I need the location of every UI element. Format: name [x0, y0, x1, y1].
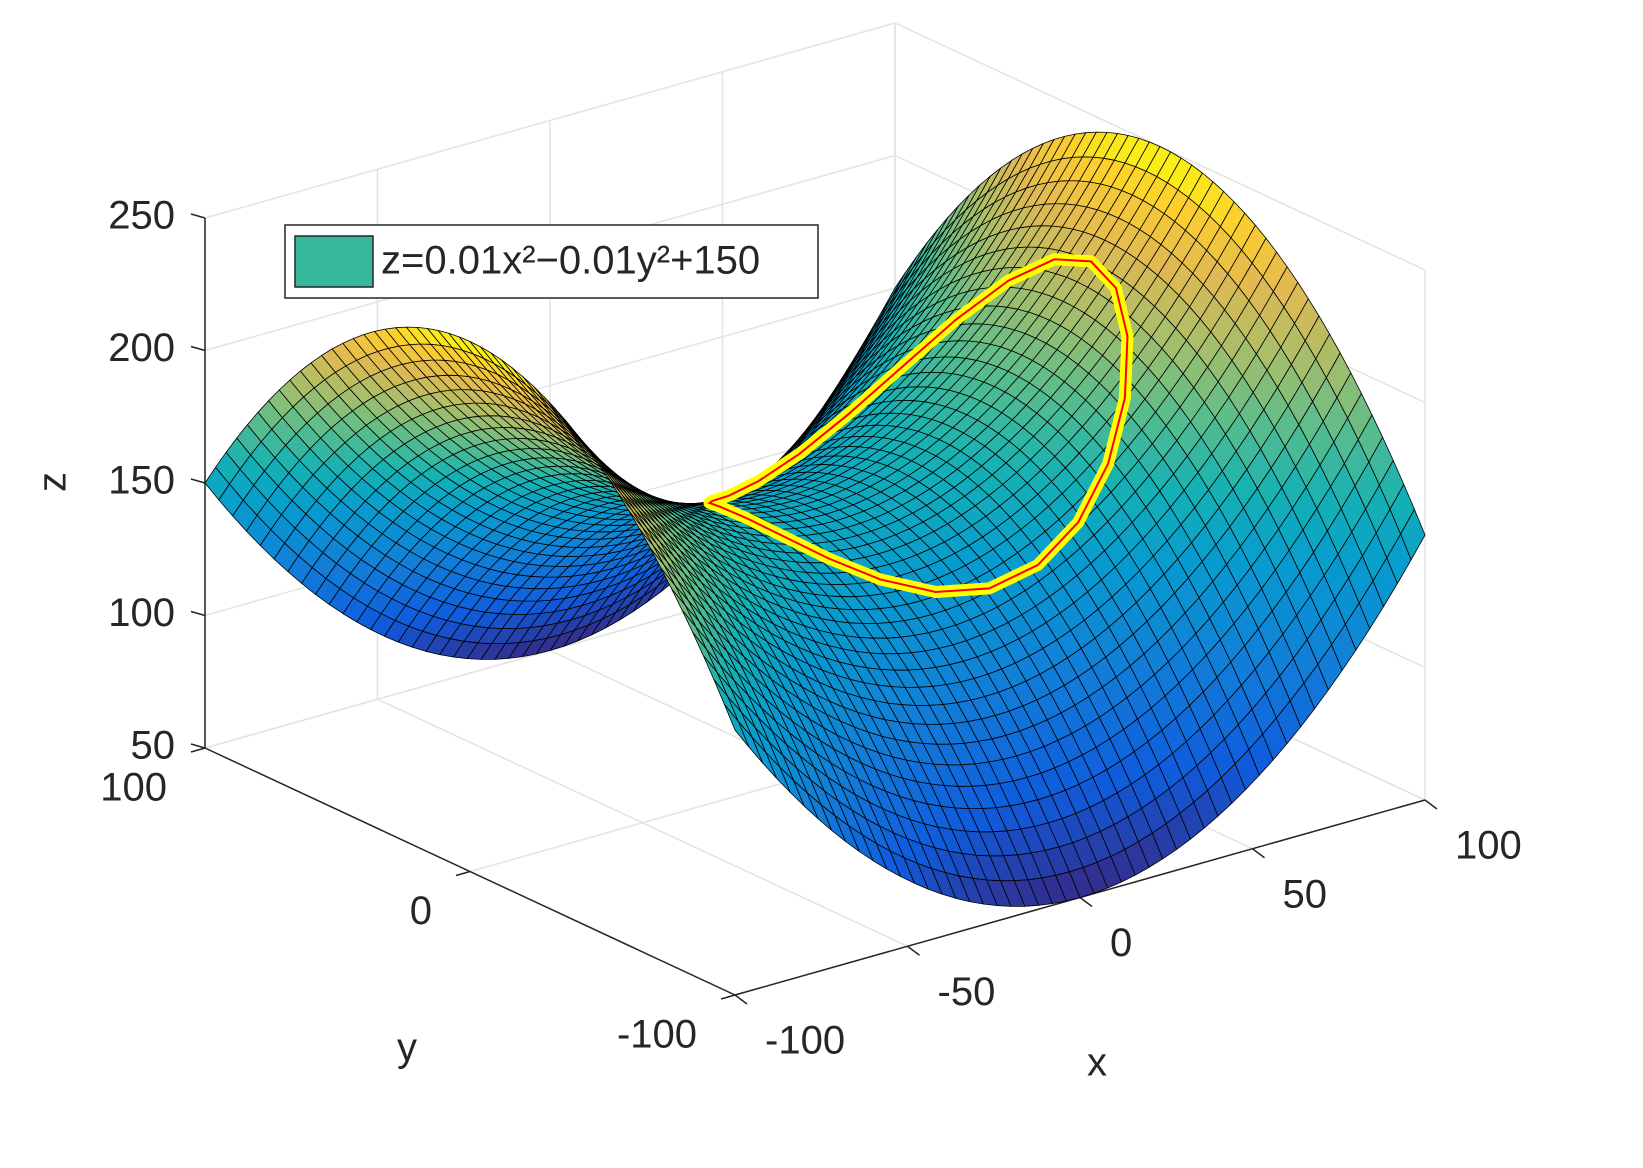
z-tick: [190, 345, 206, 352]
z-tick: [190, 610, 206, 617]
x-tick: [907, 945, 920, 956]
y-tick: [455, 870, 471, 877]
x-tick: [734, 994, 748, 1005]
z-tick: [190, 478, 206, 484]
z-axis-label: z: [31, 472, 75, 492]
legend-label: z=0.01x²−0.01y²+150: [381, 239, 760, 283]
x-axis-label: x: [1087, 1041, 1107, 1085]
z-tick-label: 200: [108, 326, 175, 370]
x-tick-label: 0: [1110, 921, 1132, 965]
y-tick: [190, 747, 206, 753]
z-tick: [190, 213, 206, 219]
x-tick-label: 100: [1455, 824, 1522, 868]
surface-patch: [1326, 352, 1352, 398]
y-tick: [720, 994, 736, 1000]
x-tick-label: -100: [765, 1019, 845, 1063]
grid-line: [204, 22, 896, 219]
curve-line: [707, 258, 1129, 594]
z-tick-label: 250: [108, 194, 175, 238]
legend-box: [284, 224, 819, 299]
x-tick: [1252, 848, 1265, 859]
z-tick: [190, 743, 206, 749]
x-tick-label: -50: [938, 970, 996, 1014]
x-tick-label: 50: [1283, 872, 1328, 916]
x-tick: [1424, 799, 1438, 810]
surface-patch: [649, 547, 675, 586]
z-tick-label: 50: [131, 724, 176, 768]
z-tick-label: 150: [108, 459, 175, 503]
y-tick-label: 100: [100, 766, 167, 810]
z-tick-label: 100: [108, 591, 175, 635]
y-axis-label: y: [397, 1026, 417, 1070]
y-tick-label: 0: [410, 889, 432, 933]
legend-swatch: [294, 235, 374, 288]
y-tick-label: -100: [617, 1013, 697, 1057]
x-tick: [1079, 896, 1093, 908]
